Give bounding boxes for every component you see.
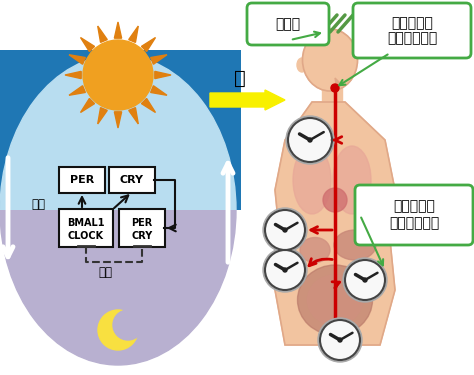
Circle shape [308,138,312,142]
FancyBboxPatch shape [353,3,471,58]
Polygon shape [129,108,138,124]
Bar [0,50,241,210]
Polygon shape [155,71,171,79]
FancyBboxPatch shape [247,3,329,45]
Text: 視神経: 視神経 [275,17,301,31]
Circle shape [318,318,362,362]
Polygon shape [65,71,81,79]
Text: 活性: 活性 [31,198,45,211]
Text: （中枢時計）: （中枢時計） [387,31,437,45]
Polygon shape [275,102,395,345]
Text: 視交叉上核: 視交叉上核 [391,16,433,30]
Ellipse shape [334,230,376,260]
Polygon shape [114,112,122,128]
Polygon shape [69,86,85,95]
Circle shape [263,208,307,252]
Circle shape [343,258,387,302]
Polygon shape [141,99,155,112]
Circle shape [265,210,305,250]
FancyBboxPatch shape [59,167,105,193]
Text: 全身の細脹: 全身の細脹 [393,200,435,214]
Polygon shape [81,99,94,112]
Polygon shape [322,88,342,102]
Ellipse shape [300,237,330,262]
FancyArrow shape [210,90,285,110]
FancyBboxPatch shape [109,167,155,193]
Circle shape [363,278,367,282]
Polygon shape [98,108,107,124]
Polygon shape [69,55,85,64]
Ellipse shape [297,58,307,72]
Text: （末梢時計）: （末梢時計） [389,216,439,230]
FancyBboxPatch shape [59,209,113,247]
Polygon shape [335,78,342,85]
Ellipse shape [333,146,371,214]
Text: CRY: CRY [120,175,144,185]
Text: 抑制: 抑制 [98,267,112,279]
Polygon shape [114,22,122,38]
Ellipse shape [293,146,331,214]
Circle shape [98,310,138,350]
Circle shape [286,116,334,164]
Circle shape [283,268,287,272]
Polygon shape [141,38,155,51]
Circle shape [331,84,339,92]
Polygon shape [81,38,94,51]
Circle shape [288,118,332,162]
Ellipse shape [0,55,236,365]
Text: CLOCK: CLOCK [68,231,104,241]
Circle shape [338,338,342,342]
Ellipse shape [302,29,357,91]
Polygon shape [98,26,107,42]
Ellipse shape [298,265,373,335]
Circle shape [283,228,287,232]
Circle shape [345,260,385,300]
Circle shape [320,320,360,360]
Ellipse shape [308,275,363,325]
Text: BMAL1: BMAL1 [67,218,105,228]
Text: CRY: CRY [131,231,153,241]
Text: 光: 光 [234,69,246,87]
Text: PER: PER [131,218,153,228]
Polygon shape [151,86,167,95]
Circle shape [83,40,153,110]
FancyBboxPatch shape [119,209,165,247]
Polygon shape [151,55,167,64]
Ellipse shape [0,55,236,365]
Circle shape [265,250,305,290]
FancyBboxPatch shape [355,185,473,245]
Circle shape [323,188,347,212]
Circle shape [113,310,143,340]
Text: PER: PER [70,175,94,185]
Circle shape [263,248,307,292]
Polygon shape [129,26,138,42]
